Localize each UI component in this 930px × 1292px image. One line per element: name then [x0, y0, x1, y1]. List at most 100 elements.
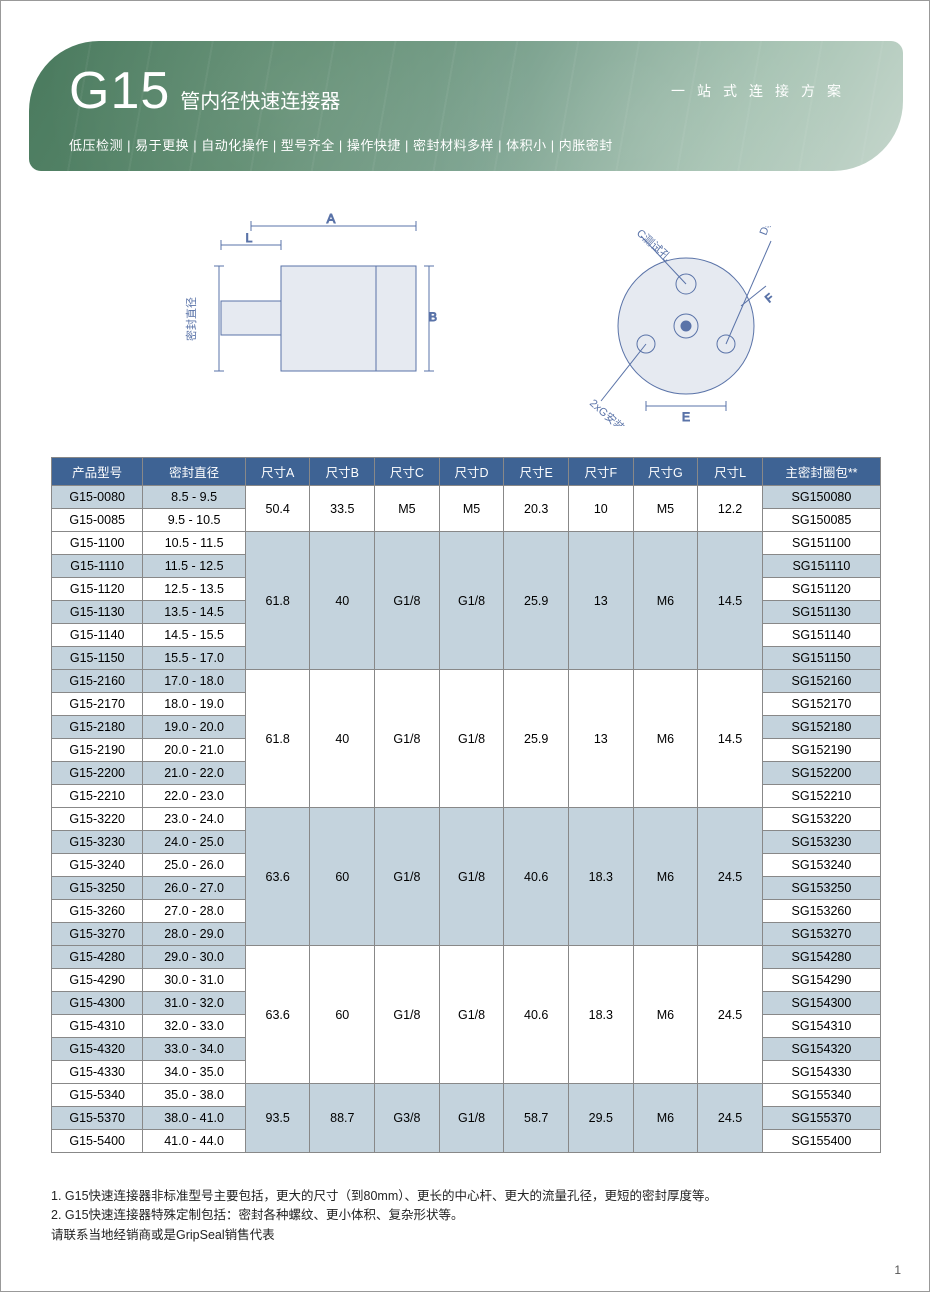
- table-header-cell: 尺寸D: [439, 458, 504, 486]
- cell-seal-kit: SG152190: [762, 739, 880, 762]
- footnotes: 1. G15快速连接器非标准型号主要包括，更大的尺寸（到80mm）、更长的中心杆…: [51, 1187, 881, 1245]
- cell-seal-kit: SG150085: [762, 509, 880, 532]
- cell-dimension: 24.5: [698, 1084, 763, 1153]
- cell-dimension: M6: [633, 1084, 698, 1153]
- cell-dimension: M6: [633, 670, 698, 808]
- cell-dimension: G1/8: [375, 670, 440, 808]
- cell-diameter: 41.0 - 44.0: [143, 1130, 246, 1153]
- cell-diameter: 24.0 - 25.0: [143, 831, 246, 854]
- cell-dimension: 88.7: [310, 1084, 375, 1153]
- cell-dimension: G1/8: [439, 532, 504, 670]
- cell-model: G15-0085: [52, 509, 143, 532]
- cell-seal-kit: SG155400: [762, 1130, 880, 1153]
- cell-dimension: 61.8: [245, 670, 310, 808]
- cell-dimension: M5: [439, 486, 504, 532]
- spec-table-container: 产品型号密封直径尺寸A尺寸B尺寸C尺寸D尺寸E尺寸F尺寸G尺寸L主密封圈包** …: [51, 457, 881, 1153]
- cell-seal-kit: SG151120: [762, 578, 880, 601]
- dim-label-e: E: [682, 410, 690, 424]
- cell-dimension: 13: [568, 670, 633, 808]
- cell-diameter: 33.0 - 34.0: [143, 1038, 246, 1061]
- cell-model: G15-4310: [52, 1015, 143, 1038]
- cell-diameter: 13.5 - 14.5: [143, 601, 246, 624]
- cell-dimension: 25.9: [504, 670, 569, 808]
- cell-dimension: 25.9: [504, 532, 569, 670]
- cell-model: G15-4330: [52, 1061, 143, 1084]
- cell-diameter: 35.0 - 38.0: [143, 1084, 246, 1107]
- cell-dimension: 24.5: [698, 946, 763, 1084]
- table-body: G15-00808.5 - 9.550.433.5M5M520.310M512.…: [52, 486, 881, 1153]
- cell-dimension: G3/8: [375, 1084, 440, 1153]
- cell-dimension: 29.5: [568, 1084, 633, 1153]
- cell-dimension: 18.3: [568, 808, 633, 946]
- label-d-hole: D驱动孔: [757, 226, 784, 237]
- cell-seal-kit: SG153230: [762, 831, 880, 854]
- cell-diameter: 17.0 - 18.0: [143, 670, 246, 693]
- dim-label-l: L: [246, 231, 253, 245]
- cell-model: G15-3260: [52, 900, 143, 923]
- cell-model: G15-4280: [52, 946, 143, 969]
- cell-dimension: 40: [310, 532, 375, 670]
- cell-seal-kit: SG151140: [762, 624, 880, 647]
- cell-model: G15-1150: [52, 647, 143, 670]
- cell-model: G15-5370: [52, 1107, 143, 1130]
- table-header-cell: 尺寸G: [633, 458, 698, 486]
- cell-seal-kit: SG151130: [762, 601, 880, 624]
- cell-seal-kit: SG155370: [762, 1107, 880, 1130]
- cell-dimension: G1/8: [439, 1084, 504, 1153]
- cell-dimension: 60: [310, 808, 375, 946]
- cell-seal-kit: SG154320: [762, 1038, 880, 1061]
- cell-dimension: 58.7: [504, 1084, 569, 1153]
- cell-seal-kit: SG153260: [762, 900, 880, 923]
- cell-dimension: M6: [633, 808, 698, 946]
- cell-dimension: 93.5: [245, 1084, 310, 1153]
- cell-dimension: 14.5: [698, 670, 763, 808]
- cell-model: G15-4290: [52, 969, 143, 992]
- cell-dimension: 63.6: [245, 808, 310, 946]
- cell-seal-kit: SG151100: [762, 532, 880, 555]
- cell-dimension: M6: [633, 946, 698, 1084]
- front-view-diagram: E F C测试孔 D驱动孔 2xG安装孔: [571, 226, 811, 426]
- cell-seal-kit: SG154300: [762, 992, 880, 1015]
- cell-model: G15-3230: [52, 831, 143, 854]
- cell-dimension: 20.3: [504, 486, 569, 532]
- cell-diameter: 11.5 - 12.5: [143, 555, 246, 578]
- cell-diameter: 9.5 - 10.5: [143, 509, 246, 532]
- table-header-cell: 尺寸L: [698, 458, 763, 486]
- cell-model: G15-5400: [52, 1130, 143, 1153]
- label-g-hole: 2xG安装孔: [587, 396, 636, 426]
- footnote-2: 2. G15快速连接器特殊定制包括：密封各种螺纹、更小体积、复杂形状等。: [51, 1206, 881, 1225]
- label-c-hole: C测试孔: [634, 227, 673, 264]
- cell-diameter: 23.0 - 24.0: [143, 808, 246, 831]
- cell-dimension: 61.8: [245, 532, 310, 670]
- cell-model: G15-0080: [52, 486, 143, 509]
- cell-dimension: 24.5: [698, 808, 763, 946]
- cell-model: G15-2190: [52, 739, 143, 762]
- table-row: G15-00808.5 - 9.550.433.5M5M520.310M512.…: [52, 486, 881, 509]
- table-row: G15-428029.0 - 30.063.660G1/8G1/840.618.…: [52, 946, 881, 969]
- footnote-3: 请联系当地经销商或是GripSeal销售代表: [51, 1226, 881, 1245]
- cell-dimension: 40.6: [504, 946, 569, 1084]
- cell-dimension: G1/8: [375, 532, 440, 670]
- cell-seal-kit: SG154310: [762, 1015, 880, 1038]
- product-subtitle: 管内径快速连接器: [180, 85, 340, 114]
- page-header: G15 管内径快速连接器 一站式连接方案 低压检测 | 易于更换 | 自动化操作…: [29, 41, 903, 171]
- cell-diameter: 10.5 - 11.5: [143, 532, 246, 555]
- cell-diameter: 30.0 - 31.0: [143, 969, 246, 992]
- cell-diameter: 18.0 - 19.0: [143, 693, 246, 716]
- cell-diameter: 32.0 - 33.0: [143, 1015, 246, 1038]
- dim-label-a: A: [327, 211, 336, 226]
- table-header-cell: 尺寸F: [568, 458, 633, 486]
- table-header-cell: 尺寸A: [245, 458, 310, 486]
- header-slogan: 一站式连接方案: [671, 81, 853, 101]
- cell-dimension: 18.3: [568, 946, 633, 1084]
- table-header-cell: 主密封圈包**: [762, 458, 880, 486]
- table-header-cell: 尺寸C: [375, 458, 440, 486]
- cell-model: G15-3240: [52, 854, 143, 877]
- cell-diameter: 25.0 - 26.0: [143, 854, 246, 877]
- cell-diameter: 19.0 - 20.0: [143, 716, 246, 739]
- cell-seal-kit: SG154290: [762, 969, 880, 992]
- product-code: G15: [69, 61, 170, 121]
- table-header-cell: 产品型号: [52, 458, 143, 486]
- cell-model: G15-5340: [52, 1084, 143, 1107]
- cell-diameter: 8.5 - 9.5: [143, 486, 246, 509]
